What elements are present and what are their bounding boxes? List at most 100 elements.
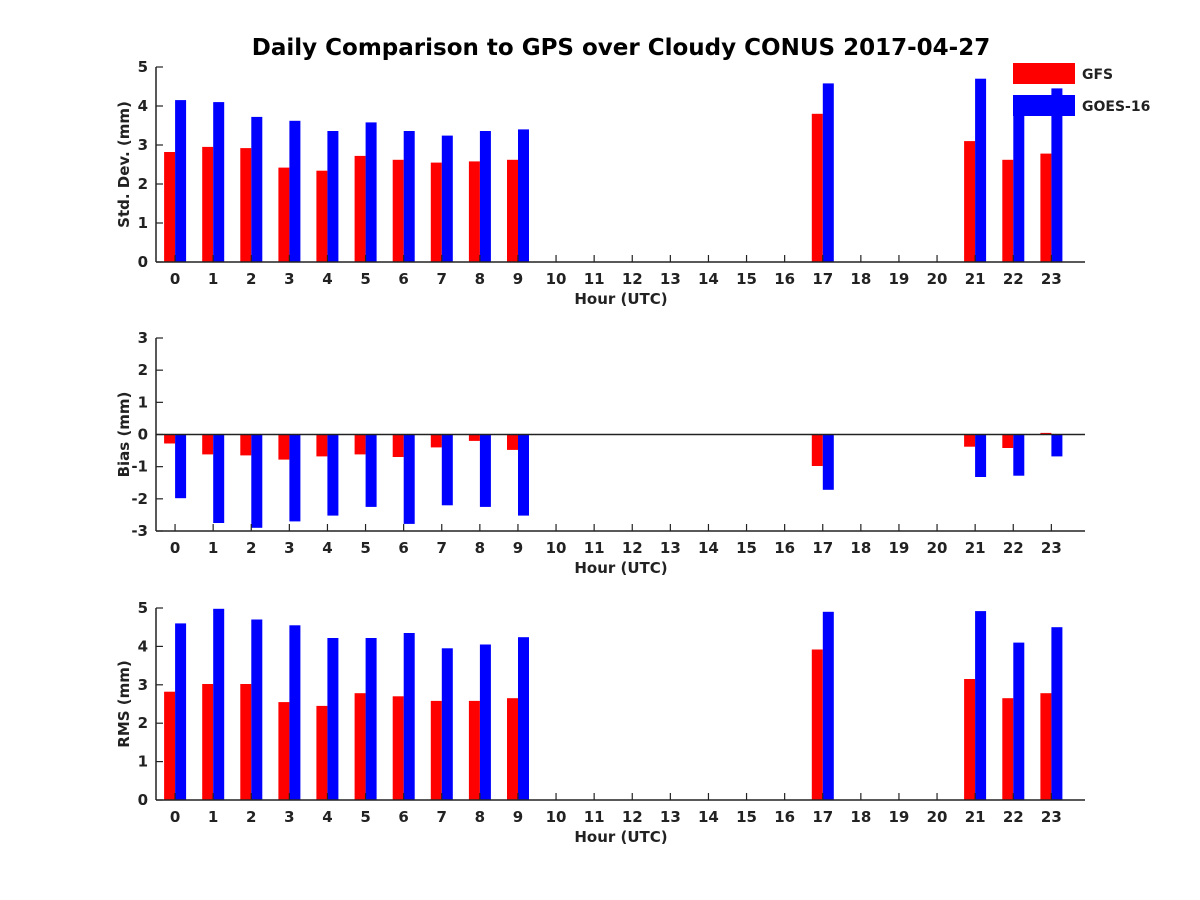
bar-goes16-hour-5: [365, 638, 377, 800]
x-tick-label: 7: [437, 539, 447, 557]
bar-goes16-hour-9: [518, 637, 529, 800]
bar-goes16-hour-21: [975, 611, 987, 800]
bar-gfs-hour-7: [430, 434, 442, 448]
x-tick-label: 15: [736, 270, 757, 288]
bar-gfs-hour-5: [354, 434, 366, 455]
x-tick-label: 21: [965, 808, 986, 826]
bar-goes16-hour-8: [479, 434, 491, 507]
x-tick-label: 4: [322, 270, 332, 288]
y-tick-label: -1: [131, 458, 148, 476]
bar-gfs-hour-3: [278, 434, 290, 460]
x-tick-label: 2: [246, 808, 256, 826]
x-tick-label: 15: [736, 808, 757, 826]
bar-gfs-hour-6: [392, 696, 404, 800]
bar-gfs-hour-3: [278, 167, 290, 262]
x-tick-label: 5: [360, 539, 370, 557]
bar-gfs-hour-23: [1040, 693, 1052, 800]
bar-gfs-hour-1: [202, 146, 214, 262]
bar-gfs-hour-17: [811, 434, 823, 466]
y-tick-label: 3: [138, 136, 148, 154]
bar-gfs-hour-6: [392, 159, 404, 262]
y-axis-label: Std. Dev. (mm): [115, 101, 133, 228]
bar-gfs-hour-0: [164, 152, 176, 262]
bar-goes16-hour-3: [289, 434, 301, 522]
bar-goes16-hour-6: [403, 131, 415, 262]
x-tick-label: 19: [889, 270, 910, 288]
bar-gfs-hour-21: [964, 141, 976, 262]
x-tick-label: 17: [812, 270, 833, 288]
bar-gfs-hour-22: [1002, 159, 1014, 262]
bar-gfs-hour-0: [164, 691, 176, 800]
y-tick-label: 4: [138, 637, 148, 655]
bar-gfs-hour-7: [430, 162, 442, 262]
x-tick-label: 23: [1041, 539, 1062, 557]
x-tick-label: 14: [698, 808, 719, 826]
bar-goes16-hour-2: [251, 434, 263, 528]
x-tick-label: 1: [208, 270, 218, 288]
bar-goes16-hour-6: [403, 633, 415, 800]
bar-gfs-hour-1: [202, 434, 214, 455]
bar-gfs-hour-6: [392, 434, 404, 457]
x-tick-label: 12: [622, 808, 643, 826]
bar-goes16-hour-1: [213, 434, 225, 523]
bar-goes16-hour-0: [175, 434, 187, 499]
bar-gfs-hour-21: [964, 679, 976, 800]
x-tick-label: 9: [513, 270, 523, 288]
x-tick-label: 16: [774, 270, 795, 288]
x-tick-label: 20: [927, 808, 948, 826]
x-tick-label: 11: [584, 808, 605, 826]
x-tick-label: 15: [736, 539, 757, 557]
bar-goes16-hour-22: [1013, 642, 1025, 800]
x-axis-label: Hour (UTC): [574, 290, 667, 308]
bar-goes16-hour-17: [822, 83, 834, 263]
x-tick-label: 7: [437, 808, 447, 826]
x-tick-label: 18: [850, 539, 871, 557]
y-tick-label: -2: [131, 490, 148, 508]
bar-gfs-hour-17: [811, 649, 823, 800]
bar-goes16-hour-0: [175, 100, 187, 262]
bar-goes16-hour-22: [1013, 434, 1025, 476]
bar-gfs-hour-4: [316, 705, 328, 800]
x-tick-label: 0: [170, 539, 180, 557]
x-tick-label: 13: [660, 539, 681, 557]
bar-gfs-hour-23: [1040, 432, 1052, 435]
bar-goes16-hour-4: [327, 638, 339, 800]
bar-goes16-hour-22: [1013, 109, 1025, 263]
x-tick-label: 3: [284, 270, 294, 288]
x-tick-label: 0: [170, 808, 180, 826]
x-tick-label: 8: [475, 539, 485, 557]
x-tick-label: 9: [513, 539, 523, 557]
x-axis-label: Hour (UTC): [574, 559, 667, 577]
y-tick-label: 0: [138, 426, 148, 444]
bar-goes16-hour-1: [213, 102, 225, 262]
x-tick-label: 22: [1003, 808, 1024, 826]
bar-gfs-hour-4: [316, 170, 328, 262]
x-tick-label: 20: [927, 539, 948, 557]
x-tick-label: 2: [246, 539, 256, 557]
x-tick-label: 17: [812, 539, 833, 557]
x-tick-label: 19: [889, 808, 910, 826]
x-tick-label: 0: [170, 270, 180, 288]
y-axis-label: RMS (mm): [115, 660, 133, 747]
y-tick-label: 2: [138, 175, 148, 193]
x-tick-label: 9: [513, 808, 523, 826]
bar-goes16-hour-7: [441, 434, 453, 506]
bar-goes16-hour-5: [365, 122, 377, 263]
x-tick-label: 8: [475, 808, 485, 826]
bar-gfs-hour-2: [240, 684, 252, 800]
bar-gfs-hour-9: [507, 434, 518, 450]
bar-goes16-hour-2: [251, 619, 263, 800]
y-tick-label: 1: [138, 214, 148, 232]
bar-goes16-hour-1: [213, 608, 225, 800]
x-tick-label: 22: [1003, 539, 1024, 557]
bar-gfs-hour-21: [964, 434, 976, 447]
x-tick-label: 22: [1003, 270, 1024, 288]
bar-goes16-hour-3: [289, 625, 301, 800]
x-tick-label: 12: [622, 539, 643, 557]
bar-goes16-hour-23: [1051, 434, 1063, 457]
x-tick-label: 1: [208, 539, 218, 557]
x-tick-label: 20: [927, 270, 948, 288]
x-tick-label: 3: [284, 808, 294, 826]
x-tick-label: 6: [398, 808, 408, 826]
